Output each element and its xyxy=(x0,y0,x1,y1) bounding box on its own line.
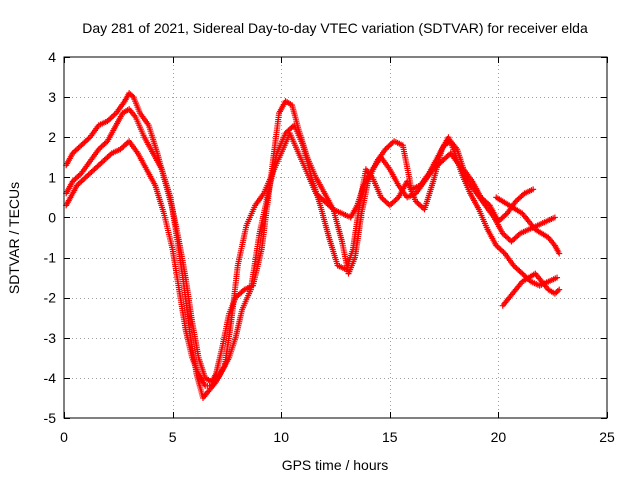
x-tick-label: 10 xyxy=(273,429,289,445)
x-tick-label: 0 xyxy=(60,429,68,445)
y-tick-label: 0 xyxy=(48,209,56,225)
x-tick-label: 5 xyxy=(169,429,177,445)
x-axis-label: GPS time / hours xyxy=(282,457,389,473)
data-point xyxy=(556,250,563,257)
y-tick-label: -5 xyxy=(44,410,57,426)
data-point xyxy=(554,274,561,281)
y-tick-label: 4 xyxy=(48,49,56,65)
plot-frame xyxy=(63,56,608,419)
data-points xyxy=(63,90,563,401)
series-trace-5 xyxy=(493,194,563,257)
data-point xyxy=(530,186,537,193)
series-trace-3 xyxy=(63,130,558,389)
y-axis-label: SDTVAR / TECUs xyxy=(6,182,22,294)
x-tick-label: 25 xyxy=(599,429,615,445)
chart-title: Day 281 of 2021, Sidereal Day-to-day VTE… xyxy=(82,20,588,36)
series-trace-4 xyxy=(499,270,563,309)
y-tick-label: -4 xyxy=(44,370,57,386)
data-point xyxy=(551,214,558,221)
x-tick-label: 15 xyxy=(382,429,398,445)
y-tick-label: 2 xyxy=(48,129,56,145)
x-tick-label: 20 xyxy=(491,429,507,445)
y-tick-label: -2 xyxy=(44,290,57,306)
axis-ticks xyxy=(64,57,608,419)
y-tick-label: 1 xyxy=(48,169,56,185)
y-tick-label: -1 xyxy=(44,250,57,266)
y-tick-label: 3 xyxy=(48,89,56,105)
y-tick-label: -3 xyxy=(44,330,57,346)
grid-lines xyxy=(64,57,607,418)
data-point xyxy=(556,286,563,293)
axis-tick-labels: 0 5 10 15 20 25 -5 -4 -3 -2 -1 0 1 2 3 4 xyxy=(44,49,615,445)
